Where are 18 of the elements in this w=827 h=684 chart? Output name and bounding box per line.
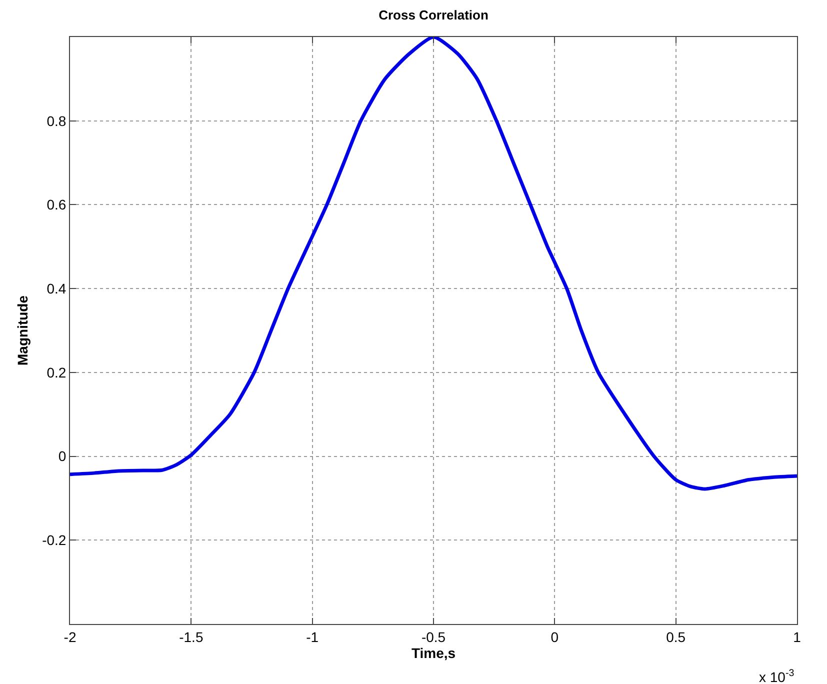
y-tick-label: 0.8: [46, 112, 66, 129]
chart-title: Cross Correlation: [378, 7, 488, 22]
line-series: [70, 37, 797, 491]
x-tick-label: -1.5: [179, 628, 204, 645]
y-tick-label: 0.6: [46, 196, 66, 213]
y-tick-label: 0.4: [46, 280, 66, 296]
y-tick-label: 0: [58, 448, 66, 464]
text: x 10$^{-3}$: [759, 668, 795, 684]
x-tick-label: -0.5: [421, 628, 446, 645]
x-tick-label: -2: [64, 628, 76, 645]
x-tick-label: 0: [550, 628, 559, 645]
x-axis-title: Time,s: [411, 645, 456, 662]
x-tick-label: 1: [793, 628, 802, 645]
y-axis-title: Magnitude: [14, 295, 31, 366]
y-tick-label: -0.2: [42, 532, 66, 548]
y-tick-label: 0.2: [46, 364, 66, 380]
x-tick-label: -1: [306, 628, 319, 645]
x-tick-label: 0.5: [666, 628, 686, 645]
